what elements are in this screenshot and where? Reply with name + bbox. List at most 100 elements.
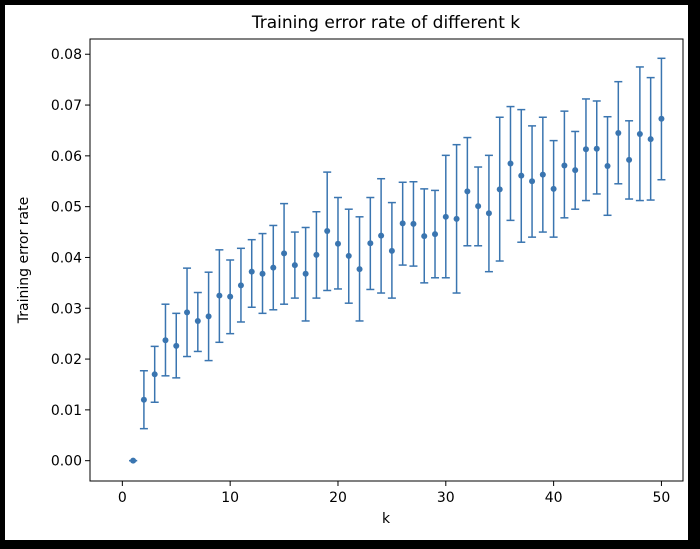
errorbar-point-k41 [560,110,569,219]
data-point [334,240,341,247]
data-point [442,213,449,220]
x-tick-label: 30 [437,490,455,506]
data-point [410,220,417,227]
y-axis-label: Training error rate [16,197,32,324]
errorbar-point-k33 [474,166,483,247]
plot-area-border [89,38,684,482]
errorbar-point-k26 [398,181,407,266]
errorbar-point-k14 [269,224,278,311]
data-point [194,317,201,324]
errorbar-point-k4 [161,303,170,377]
errorbar-point-k37 [517,108,526,243]
y-tick-label: 0.03 [51,301,82,317]
data-point [453,215,460,222]
data-point [561,162,568,169]
errorbar-point-k6 [183,267,192,358]
errorbar-point-k45 [603,115,612,217]
data-point [173,342,180,349]
data-point [151,371,158,378]
data-point [378,232,385,239]
x-tick-label: 0 [118,490,127,506]
data-point [205,313,212,320]
errorbar-point-k20 [333,196,342,290]
y-tick-label: 0.06 [51,149,82,165]
data-point [291,262,298,269]
errorbar-chart: Training error rate of different k 0.000… [16,13,684,527]
data-point [184,309,191,316]
data-point [507,160,514,167]
errorbar-point-k48 [635,66,644,202]
data-point [140,396,147,403]
data-point [130,457,137,464]
data-point [227,293,234,300]
errorbar-point-k31 [452,143,461,294]
data-point [324,228,331,235]
data-point [593,145,600,152]
errorbar-point-k3 [150,345,159,404]
data-point [356,266,363,273]
data-point [658,115,665,122]
errorbar-point-k30 [441,154,450,279]
errorbar-point-k9 [215,249,224,344]
data-point [248,268,255,275]
y-tick-label: 0.02 [51,352,82,368]
data-point [216,292,223,299]
errorbar-point-k15 [280,202,289,305]
y-tick-label: 0.05 [51,200,82,216]
data-point [572,167,579,174]
errorbar-point-k13 [258,232,267,315]
data-point [647,136,654,143]
errorbar-point-k22 [355,216,364,322]
data-point [302,270,309,277]
errorbar-series [129,57,666,464]
errorbar-point-k19 [323,171,332,292]
errorbar-point-k25 [387,201,396,299]
errorbar-point-k17 [301,226,310,322]
errorbar-point-k28 [420,188,429,284]
errorbar-point-k38 [528,125,537,238]
y-tick-label: 0.04 [51,250,82,266]
data-point [237,282,244,289]
errorbar-point-k5 [172,312,181,379]
x-tick-label: 10 [221,490,239,506]
data-point [270,264,277,271]
data-point [582,146,589,153]
errorbar-point-k42 [571,130,580,210]
data-point [475,203,482,210]
errorbar-point-k23 [366,196,375,291]
data-point [496,186,503,193]
errorbar-point-k50 [657,57,666,181]
x-axis-label: k [382,511,391,527]
data-point [399,220,406,227]
errorbar-point-k2 [139,370,148,430]
errorbar-point-k32 [463,136,472,247]
errorbar-point-k44 [592,100,601,195]
errorbar-point-k46 [614,80,623,185]
y-tick-label: 0.01 [51,403,82,419]
data-point [313,251,320,258]
data-point [367,240,374,247]
data-point [539,171,546,178]
data-point [388,247,395,254]
errorbar-point-k29 [431,189,440,279]
errorbar-point-k24 [377,177,386,294]
x-tick-label: 50 [653,490,671,506]
data-point [604,163,611,170]
data-point [615,129,622,136]
data-point [529,178,536,185]
data-point [550,185,557,192]
errorbar-point-k16 [290,231,299,299]
data-point [518,172,525,179]
data-point [421,233,428,240]
data-point [432,231,439,238]
errorbar-point-k43 [581,98,590,202]
data-point [485,210,492,217]
data-point [281,250,288,257]
errorbar-point-k8 [204,271,213,362]
errorbar-point-k1 [129,457,138,464]
x-tick-label: 40 [545,490,563,506]
errorbar-point-k7 [193,291,202,353]
data-point [345,252,352,259]
errorbar-point-k18 [312,210,321,299]
y-axis: 0.00 0.01 0.02 0.03 0.04 0.05 0.06 0.07 0.08 [51,47,90,470]
